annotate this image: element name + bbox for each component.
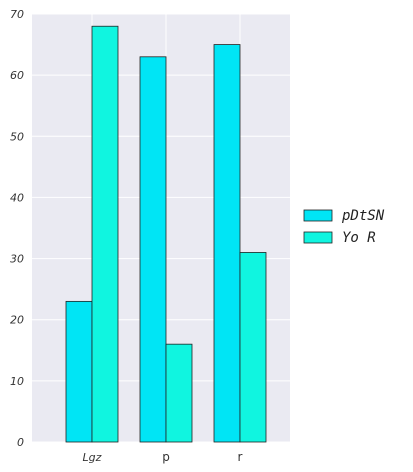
bars-group: [65, 25, 267, 443]
bar-yo-r-r: [239, 252, 267, 443]
y-tick-label: 30: [10, 253, 24, 266]
x-tick-label: Lgz: [83, 451, 102, 464]
y-axis-ticks: 0 10 20 30 40 50 60 70: [10, 8, 24, 449]
legend-label-1: Yo R: [342, 230, 376, 246]
x-axis-ticks: Lgz p r: [83, 450, 243, 464]
x-tick-label: p: [162, 450, 170, 464]
y-tick-label: 0: [17, 436, 24, 449]
bar-yo-r-p: [165, 343, 193, 443]
legend-swatch-1: [303, 231, 333, 244]
y-tick-label: 40: [10, 191, 24, 204]
y-tick-label: 20: [10, 314, 24, 327]
y-tick-label: 60: [10, 69, 24, 82]
bar-pdtsn-r: [213, 44, 241, 443]
x-tick-label: r: [238, 450, 243, 464]
legend-swatch-0: [303, 209, 333, 222]
y-tick-label: 50: [10, 130, 24, 143]
bar-yo-r-lgz: [91, 25, 119, 443]
y-tick-label: 70: [10, 8, 24, 21]
bar-pdtsn-p: [139, 56, 167, 443]
bar-pdtsn-lgz: [65, 300, 93, 443]
legend: pDtSN Yo R: [303, 208, 385, 246]
legend-label-0: pDtSN: [341, 208, 385, 224]
y-tick-label: 10: [10, 375, 24, 388]
